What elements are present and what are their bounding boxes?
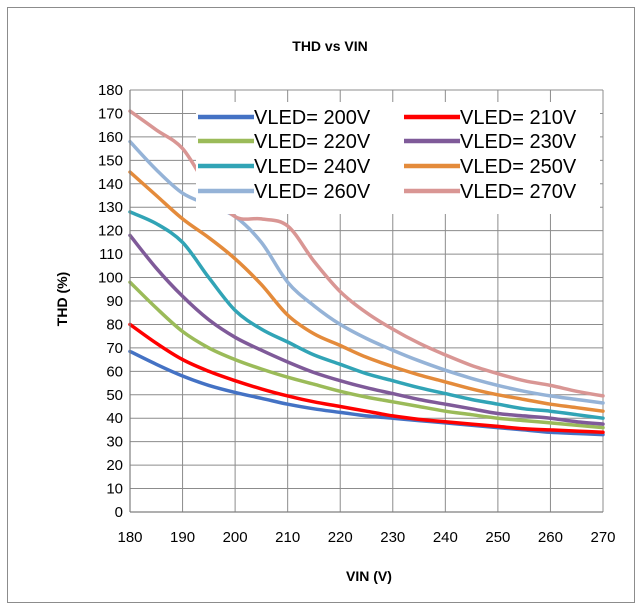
y-tick-label: 160 <box>98 129 123 146</box>
x-tick-label: 230 <box>380 529 405 546</box>
y-tick-label: 30 <box>106 434 123 451</box>
y-axis-title: THD (%) <box>54 272 70 326</box>
y-tick-label: 50 <box>106 387 123 404</box>
x-tick-label: 250 <box>485 529 510 546</box>
x-tick-label: 270 <box>590 529 615 546</box>
y-tick-label: 20 <box>106 457 123 474</box>
legend-label-7: VLED= 260V <box>254 181 371 203</box>
y-tick-label: 80 <box>106 316 123 333</box>
y-tick-label: 170 <box>98 105 123 122</box>
y-tick-label: 90 <box>106 293 123 310</box>
y-tick-label: 130 <box>98 199 123 216</box>
legend-label-5: VLED= 240V <box>254 156 371 178</box>
x-tick-label: 260 <box>538 529 563 546</box>
y-tick-label: 110 <box>99 246 123 263</box>
y-tick-label: 60 <box>106 363 123 380</box>
y-tick-label: 40 <box>106 410 123 427</box>
legend-label-2: VLED= 210V <box>460 107 577 129</box>
legend-label-1: VLED= 200V <box>254 107 371 129</box>
axes <box>129 90 603 513</box>
tick-labels: 0 10 20 30 40 50 60 70 80 90 100 110 120 130 140 150 160… <box>98 82 616 546</box>
x-axis-title: VIN (V) <box>346 568 392 584</box>
series-line-2 <box>128 322 605 435</box>
y-tick-label: 140 <box>98 176 123 193</box>
y-tick-label: 100 <box>98 270 123 287</box>
x-tick-label: 240 <box>433 529 458 546</box>
chart-title: THD vs VIN <box>292 38 367 54</box>
x-tick-label: 200 <box>223 529 248 546</box>
series-line-6 <box>128 170 605 413</box>
series-line-5 <box>128 210 605 420</box>
x-tick-label: 220 <box>328 529 353 546</box>
y-tick-label: 10 <box>106 481 123 498</box>
legend-label-6: VLED= 250V <box>460 156 577 178</box>
series-line-4 <box>128 233 605 426</box>
series-line-3 <box>128 280 605 430</box>
y-tick-label: 0 <box>115 504 123 521</box>
y-tick-label: 120 <box>98 223 123 240</box>
y-tick-label: 70 <box>106 340 123 357</box>
legend-label-4: VLED= 230V <box>460 131 577 153</box>
legend-label-3: VLED= 220V <box>254 131 371 153</box>
x-tick-label: 210 <box>275 529 300 546</box>
legend: VLED= 200V VLED= 210V VLED= 220V VLED= 230V… <box>198 107 577 203</box>
legend-background <box>196 102 600 214</box>
y-tick-label: 180 <box>98 82 123 99</box>
x-tick-label: 190 <box>170 529 195 546</box>
legend-label-8: VLED= 270V <box>460 181 577 203</box>
y-tick-label: 150 <box>98 152 123 169</box>
x-tick-label: 180 <box>117 529 142 546</box>
